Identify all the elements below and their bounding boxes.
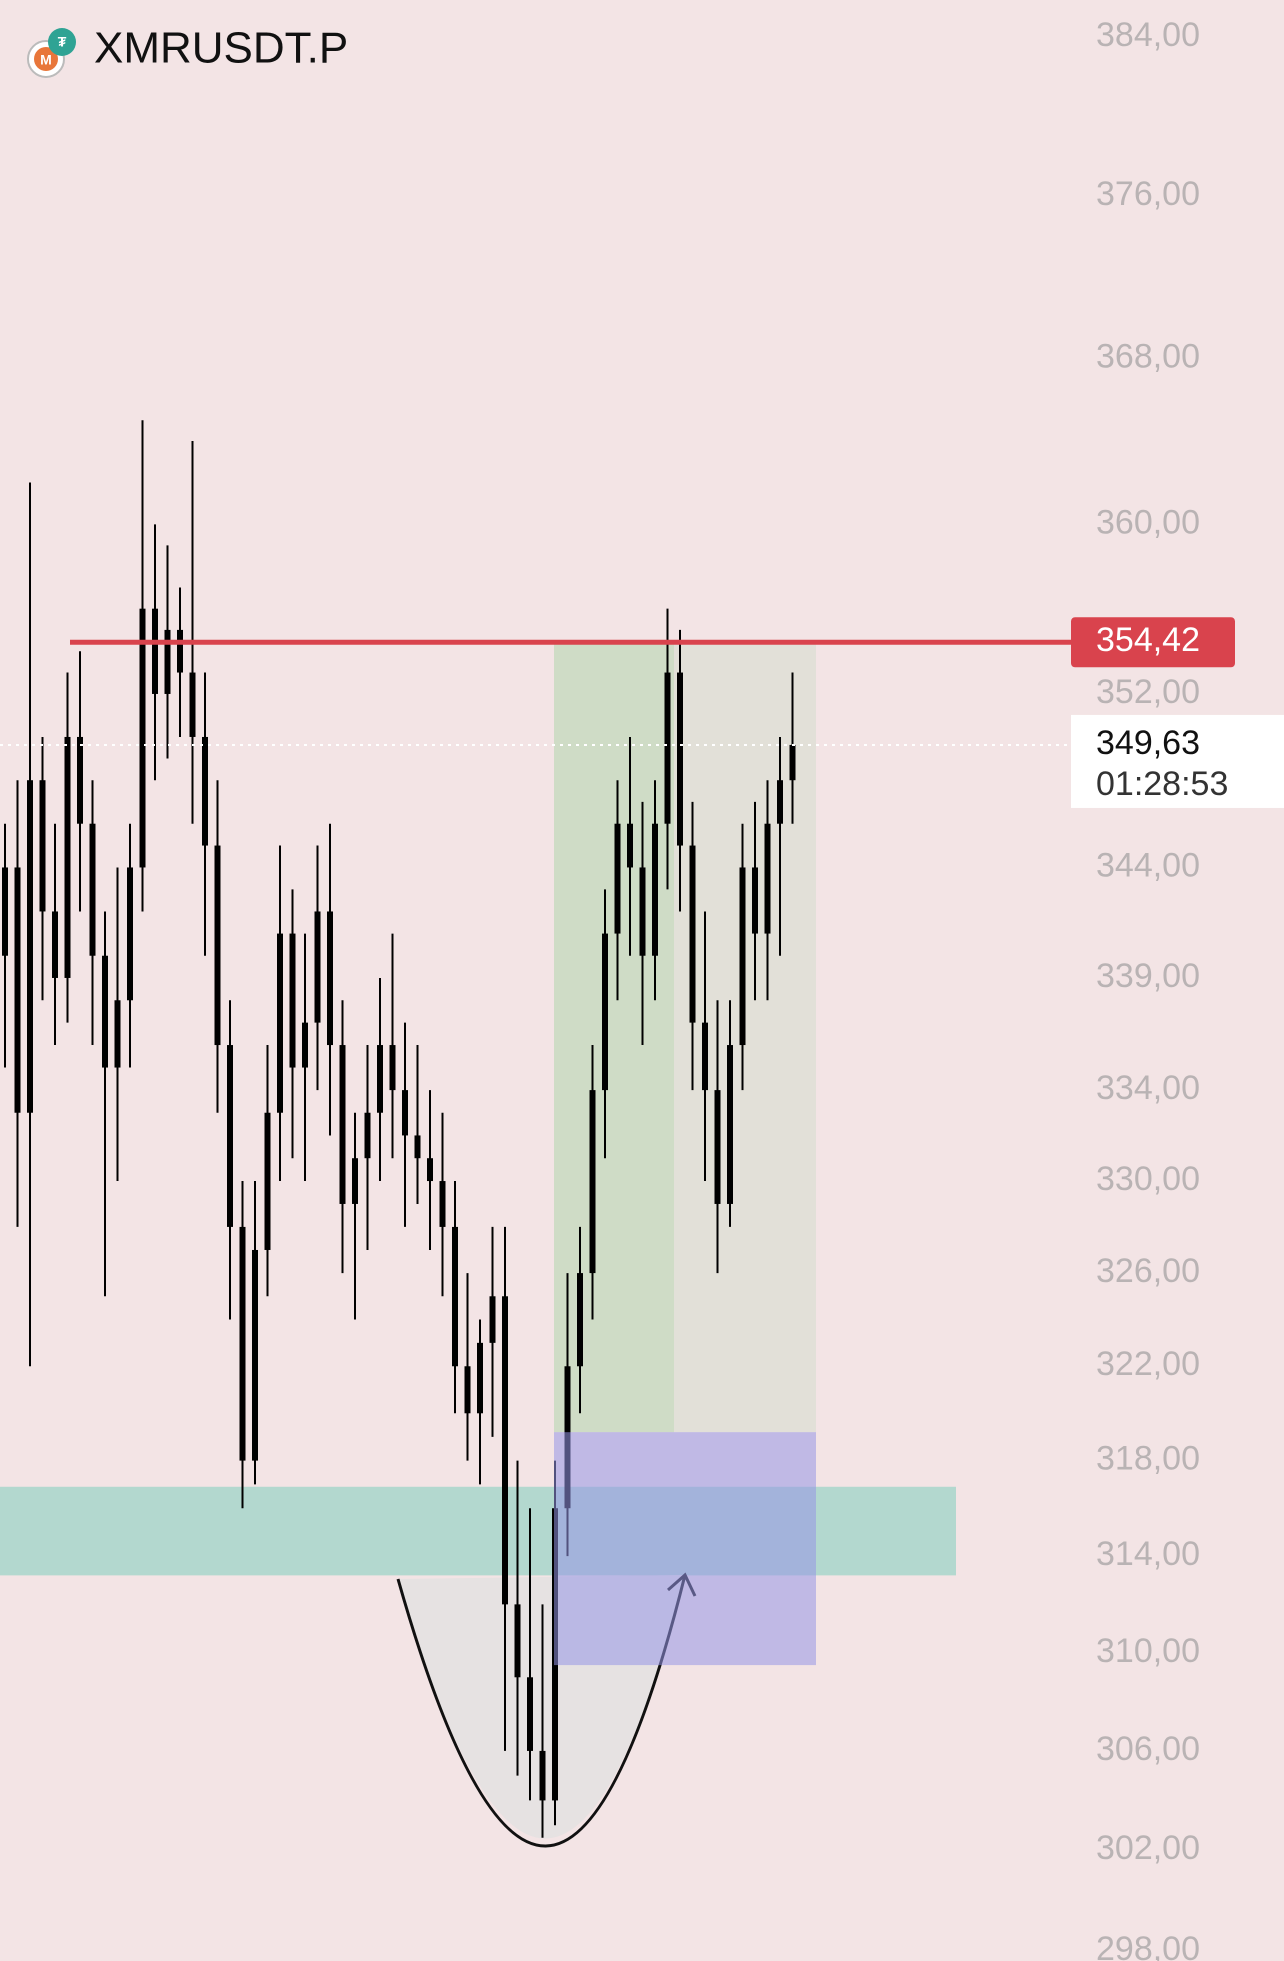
target-zone <box>554 642 674 1433</box>
candle-body <box>202 736 208 846</box>
candle-body <box>364 1112 371 1159</box>
candle-body <box>102 955 108 1068</box>
resistance-label: 354,42 <box>1096 621 1200 659</box>
candle-body <box>227 1045 233 1227</box>
y-tick-label: 326,00 <box>1096 1252 1200 1290</box>
candle-body <box>52 911 58 978</box>
candle-body <box>589 1090 596 1274</box>
candle-body <box>477 1342 483 1414</box>
candle-body <box>239 1226 246 1461</box>
candle-body <box>739 867 746 1046</box>
y-tick-label: 376,00 <box>1096 175 1200 213</box>
y-tick-label: 339,00 <box>1096 957 1200 995</box>
candle-body <box>189 672 196 737</box>
candle-body <box>302 1022 308 1068</box>
candle-body <box>577 1273 583 1367</box>
last-price-box <box>1071 714 1284 808</box>
candle-body <box>339 1045 346 1204</box>
y-tick-label: 330,00 <box>1096 1160 1200 1198</box>
y-tick-label: 344,00 <box>1096 846 1200 884</box>
candle-body <box>77 736 83 824</box>
y-tick-label: 334,00 <box>1096 1069 1200 1107</box>
y-tick-label: 302,00 <box>1096 1829 1200 1867</box>
candle-body <box>752 867 758 934</box>
candle-body <box>114 1000 121 1068</box>
y-tick-label: 306,00 <box>1096 1730 1200 1768</box>
candle-body <box>389 1045 396 1091</box>
candle-body <box>264 1112 271 1250</box>
y-tick-label: 298,00 <box>1096 1930 1200 1961</box>
candle-body <box>402 1090 408 1136</box>
stop-zone <box>554 1432 816 1666</box>
candle-body <box>614 823 621 934</box>
candle-body <box>252 1249 258 1461</box>
candle-body <box>702 1022 708 1091</box>
candle-body <box>639 867 646 956</box>
candle-body <box>452 1226 458 1367</box>
candle-body <box>414 1135 421 1159</box>
candle-body <box>727 1045 733 1204</box>
candle-body <box>327 911 333 1046</box>
candle-body <box>39 780 46 912</box>
candle-body <box>427 1158 433 1182</box>
candle-body <box>464 1366 471 1414</box>
candle-body <box>289 933 296 1068</box>
candle-body <box>539 1750 546 1801</box>
y-tick-label: 384,00 <box>1096 16 1200 54</box>
candle-body <box>789 744 796 781</box>
candle-body <box>177 629 183 673</box>
candle-body <box>127 867 133 1001</box>
candle-body <box>27 780 33 1113</box>
candle-body <box>764 823 771 934</box>
resistance-label-box <box>1071 617 1235 668</box>
candle-body <box>439 1181 446 1227</box>
y-tick-label: 318,00 <box>1096 1440 1200 1478</box>
y-tick-label: 322,00 <box>1096 1345 1200 1383</box>
candle-body <box>214 845 221 1046</box>
candle-body <box>89 823 96 956</box>
candle-body <box>152 608 158 694</box>
candle-body <box>314 911 321 1023</box>
svg-text:₮: ₮ <box>58 34 67 50</box>
candle-body <box>489 1296 496 1343</box>
curve-arrow <box>396 1574 687 1848</box>
candle-body <box>777 780 783 824</box>
candle-body <box>677 672 683 846</box>
candle-body <box>352 1158 358 1204</box>
candle-body <box>2 867 8 956</box>
candle-body <box>277 933 283 1113</box>
candle-body <box>514 1604 521 1678</box>
candle-body <box>139 608 146 868</box>
last-price-label: 349,63 <box>1096 724 1200 762</box>
y-tick-label: 360,00 <box>1096 503 1200 541</box>
svg-text:M: M <box>40 52 52 68</box>
candle-body <box>64 736 71 978</box>
countdown-label: 01:28:53 <box>1096 765 1228 803</box>
y-tick-label: 352,00 <box>1096 673 1200 711</box>
y-tick-label: 314,00 <box>1096 1535 1200 1573</box>
candle-body <box>377 1045 383 1113</box>
candle-body <box>652 823 658 956</box>
candle-body <box>664 672 671 824</box>
candle-body <box>164 629 171 694</box>
candle-body <box>602 933 608 1091</box>
candle-body <box>627 823 633 868</box>
symbol-logo: M ₮ <box>27 28 76 78</box>
candle-body <box>714 1090 721 1204</box>
candle-body <box>527 1677 533 1751</box>
y-tick-label: 310,00 <box>1096 1632 1200 1670</box>
candle-body <box>689 845 696 1023</box>
candle-body <box>14 867 21 1113</box>
y-tick-label: 368,00 <box>1096 337 1200 375</box>
candle-body <box>502 1296 508 1605</box>
chart-title: XMRUSDT.P <box>94 24 348 73</box>
